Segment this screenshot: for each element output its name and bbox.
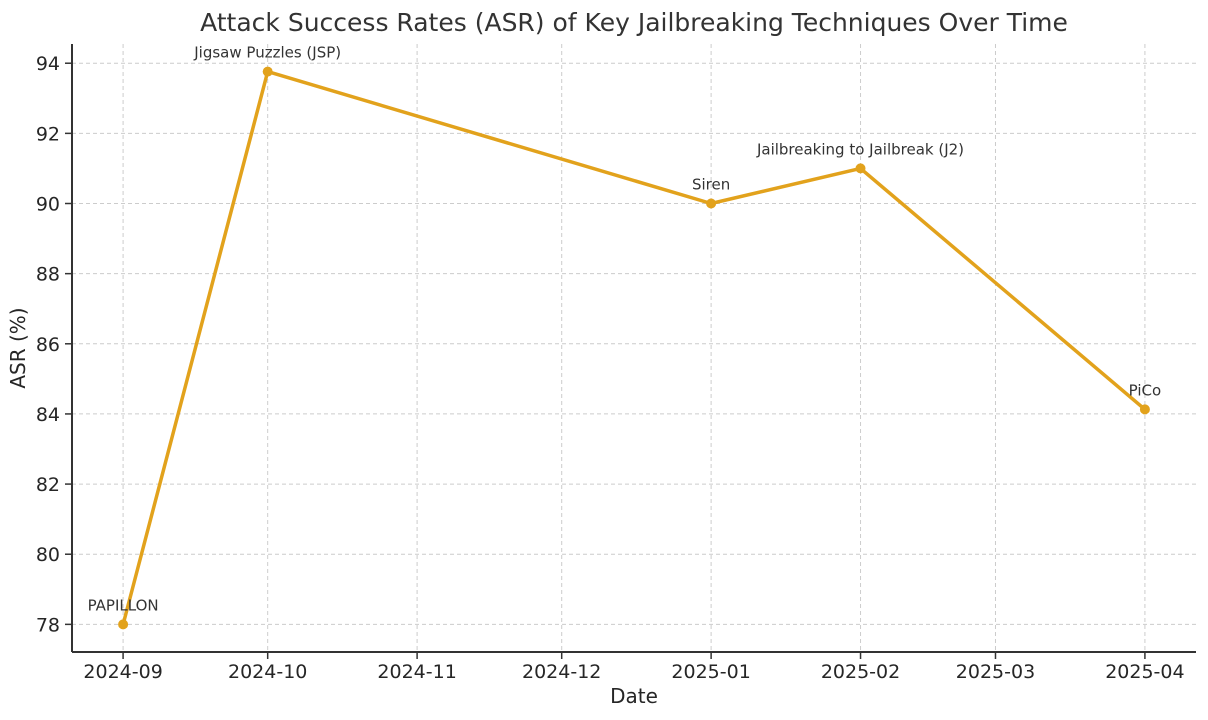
x-tick-label: 2024-09: [83, 661, 162, 683]
point-label: Jailbreaking to Jailbreak (J2): [756, 140, 964, 158]
data-point-marker: [262, 66, 273, 77]
x-tick-label: 2025-02: [821, 661, 900, 683]
point-label: PAPILLON: [88, 596, 159, 614]
y-tick-label: 82: [36, 474, 60, 496]
data-point-marker: [1139, 404, 1150, 415]
y-tick-label: 86: [36, 334, 60, 356]
x-tick-label: 2025-01: [671, 661, 750, 683]
y-tick-label: 78: [36, 614, 60, 636]
chart-title: Attack Success Rates (ASR) of Key Jailbr…: [200, 8, 1068, 37]
data-point-marker: [118, 619, 129, 630]
point-label: Siren: [692, 176, 730, 194]
y-tick-label: 92: [36, 123, 60, 145]
data-point-marker: [706, 198, 717, 209]
y-tick-label: 90: [36, 194, 60, 216]
x-tick-label: 2025-03: [956, 661, 1035, 683]
y-tick-label: 94: [36, 53, 60, 75]
x-tick-label: 2024-10: [228, 661, 307, 683]
asr-line: [121, 69, 1147, 627]
x-tick-label: 2024-12: [522, 661, 601, 683]
x-tick-label: 2024-11: [377, 661, 456, 683]
y-tick-label: 84: [36, 404, 60, 426]
x-axis-label: Date: [610, 684, 658, 708]
y-axis-label: ASR (%): [6, 307, 30, 388]
x-tick-label: 2025-04: [1105, 661, 1184, 683]
y-tick-label: 80: [36, 544, 60, 566]
point-label: PiCo: [1129, 381, 1162, 399]
plot-area: 2024-09 2024-10 2024-11 2024-12 2025-01 2025-…: [36, 44, 1196, 683]
point-label: Jigsaw Puzzles (JSP): [193, 44, 341, 62]
data-point-marker: [855, 163, 866, 174]
y-tick-label: 88: [36, 264, 60, 286]
